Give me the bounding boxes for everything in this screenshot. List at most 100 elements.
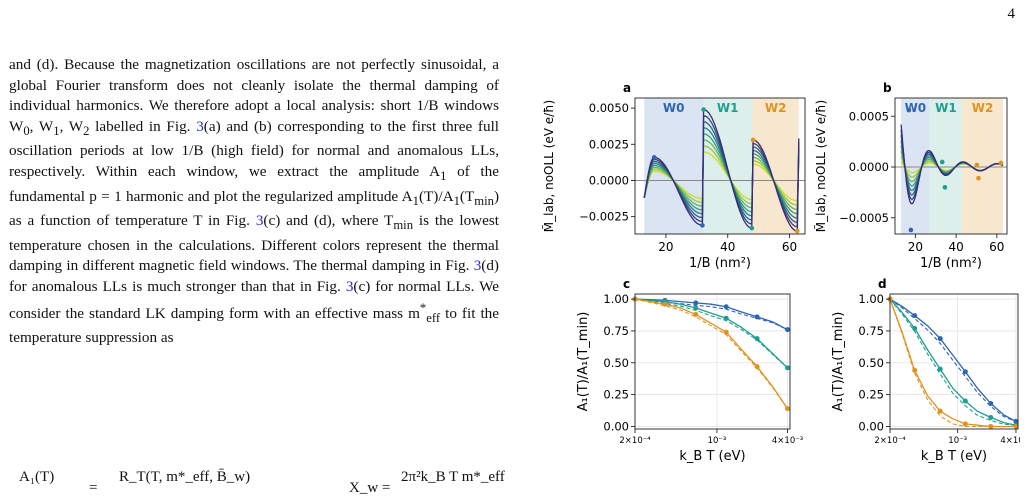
data-point xyxy=(723,304,729,310)
axes-frame xyxy=(889,293,1019,430)
x-tick-label: 60 xyxy=(782,240,797,254)
fit-curve-w1 xyxy=(889,298,1016,426)
panel-c: c 2×10⁻⁴ 10⁻³ 4×10⁻³ 0.00 0.25 0.50 0.75 1.00 k_B… xyxy=(576,277,803,464)
y-tick-label: 0.50 xyxy=(858,356,884,370)
y-tick-label: 0.50 xyxy=(603,356,629,370)
data-point xyxy=(693,311,699,317)
figure-ref[interactable]: 3 xyxy=(345,278,354,296)
fit-curve-w0 xyxy=(889,298,1017,422)
fit-curve-w1 xyxy=(634,298,788,369)
data-point xyxy=(693,300,699,306)
y-tick-label: 0.0025 xyxy=(589,137,629,151)
x-tick-label: 40 xyxy=(948,240,963,254)
y-tick-label: −0.0025 xyxy=(579,210,629,224)
extremum-marker xyxy=(794,228,800,234)
extremum-marker xyxy=(906,107,912,113)
figure-ref[interactable]: 3 xyxy=(473,257,482,275)
extremum-marker xyxy=(942,185,948,190)
eq-sign: = xyxy=(89,480,98,496)
figure-ref[interactable]: 3 xyxy=(196,117,204,135)
extremum-marker xyxy=(749,225,755,231)
data-point xyxy=(937,408,943,414)
y-tick-label: 0.00 xyxy=(603,419,629,433)
data-point xyxy=(912,367,918,373)
temperature-curve xyxy=(643,151,800,202)
temperature-curve xyxy=(900,124,1004,205)
y-tick-label: −0.0005 xyxy=(839,211,889,225)
x-tick-label: 60 xyxy=(989,240,1004,254)
paragraph-text: and (d). Because the magnetization oscil… xyxy=(9,56,500,347)
data-point xyxy=(962,421,968,427)
x-axis-label: k_B T (eV) xyxy=(921,449,987,464)
window-label-w2: W2 xyxy=(972,101,994,115)
window-band-w2 xyxy=(962,98,1003,234)
lk-equation: A₁(T) = R_T(T, m*_eff, B̄_w) X_w = 2π²k_… xyxy=(9,455,529,503)
y-tick-label: 0.25 xyxy=(603,388,629,402)
panel-b: b W0 W1 W2 20 40 60 −0.0005 0.0000 0.0005 1/B (nm²… xyxy=(814,81,1008,271)
extremum-marker xyxy=(939,159,945,165)
fit-curve-w2 xyxy=(634,298,788,409)
data-point xyxy=(937,336,943,342)
data-point xyxy=(754,364,760,370)
window-band-w1 xyxy=(703,98,753,234)
data-point xyxy=(785,406,791,412)
data-point xyxy=(754,336,760,342)
data-point xyxy=(912,313,918,319)
window-label-w0: W0 xyxy=(905,101,927,115)
window-label-w1: W1 xyxy=(935,101,957,115)
data-point xyxy=(1013,423,1019,429)
series-line-w1 xyxy=(889,298,1017,426)
extremum-marker xyxy=(750,137,756,143)
x-tick-label: 20 xyxy=(908,240,923,254)
y-tick-label: 0.0000 xyxy=(849,160,889,174)
y-tick-label: 1.00 xyxy=(603,292,629,306)
x-tick-label: 2×10⁻⁴ xyxy=(619,436,651,446)
series-line-w0 xyxy=(889,298,1017,422)
panel-d: d 2×10⁻⁴ 10⁻³ 4×10⁻³ 0.00 0.25 0.50 0.75 1.00 k_B… xyxy=(831,277,1020,464)
series-line-w2 xyxy=(634,298,789,409)
extremum-marker xyxy=(908,227,914,233)
panel-label: d xyxy=(878,277,887,291)
extremum-marker xyxy=(974,162,980,168)
y-tick-label: 0.0005 xyxy=(849,109,889,123)
x-tick-label: 4×10⁻³ xyxy=(772,436,803,446)
y-axis-label: M̃_lab, noOLL (eV e/ħ) xyxy=(814,100,828,232)
eq-lhs-numerator: A₁(T) xyxy=(19,469,55,485)
extremum-marker xyxy=(998,160,1004,166)
x-tick-label: 20 xyxy=(658,240,673,254)
x-tick-label: 40 xyxy=(720,240,735,254)
page-number: 4 xyxy=(1007,6,1016,22)
y-axis-label: M̃_lab, noOLL (eV e/ħ) xyxy=(542,100,556,232)
x-axis-label: k_B T (eV) xyxy=(679,449,745,464)
data-point xyxy=(723,329,729,335)
extremum-marker xyxy=(701,107,706,112)
series-line-w1 xyxy=(634,298,788,369)
data-point xyxy=(1013,418,1019,424)
data-point xyxy=(662,301,668,307)
axes-frame xyxy=(634,97,806,235)
y-tick-label: 0.0000 xyxy=(589,173,629,187)
axes-frame xyxy=(634,293,791,430)
data-point xyxy=(785,365,791,371)
series-line-w0 xyxy=(634,298,788,331)
data-point xyxy=(988,423,994,429)
data-point xyxy=(962,398,968,404)
data-point xyxy=(988,415,994,421)
x-tick-label: 10⁻³ xyxy=(708,436,727,446)
data-point xyxy=(937,366,943,372)
body-paragraph: and (d). Because the magnetization oscil… xyxy=(9,55,499,349)
axes-frame xyxy=(894,97,1008,235)
panel-label: c xyxy=(623,277,630,291)
window-band-w0 xyxy=(644,98,703,234)
data-point xyxy=(912,325,918,331)
y-axis-label: A₁(T)/A₁(T_min) xyxy=(831,312,846,412)
eq-x-numerator: 2π²k_B T m*_eff xyxy=(401,469,505,485)
window-label-w2: W2 xyxy=(765,101,787,115)
series-line-w2 xyxy=(889,298,1016,428)
data-point xyxy=(785,327,791,333)
figure-ref[interactable]: 3 xyxy=(255,212,264,230)
y-tick-label: 0.75 xyxy=(603,324,629,338)
x-tick-label: 2×10⁻⁴ xyxy=(874,436,906,446)
window-band-w0 xyxy=(901,98,930,234)
x-tick-label: 10⁻³ xyxy=(948,436,967,446)
